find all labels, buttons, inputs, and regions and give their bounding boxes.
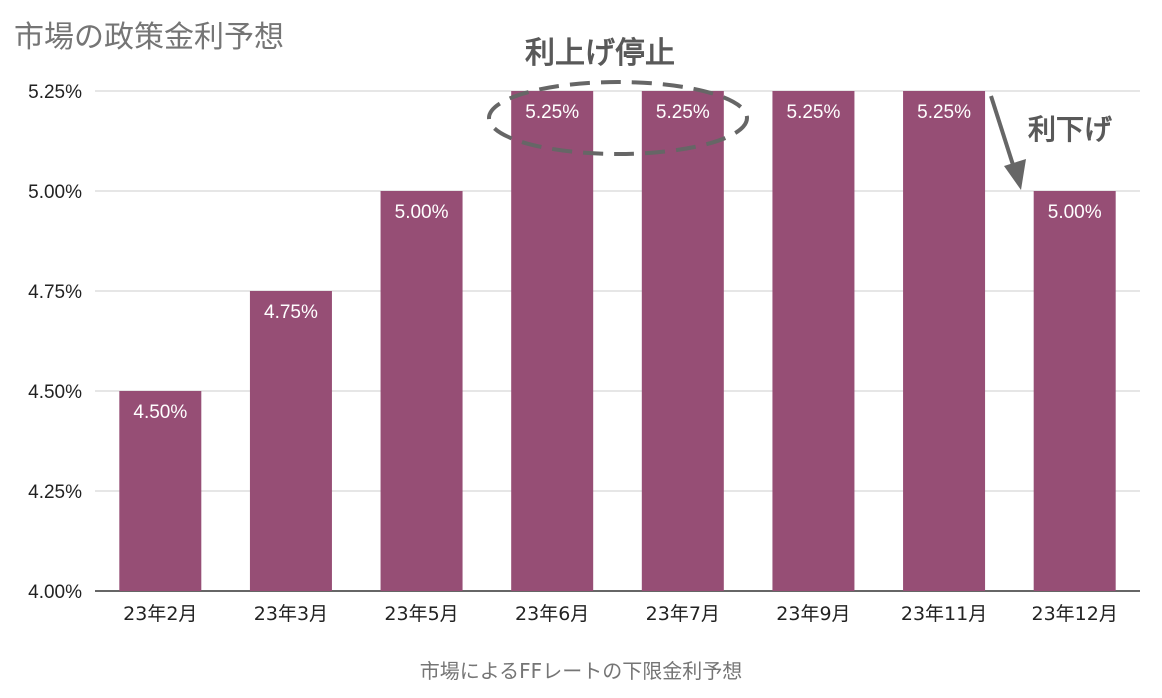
bar bbox=[380, 191, 463, 591]
x-tick-label: 23年12月 bbox=[1032, 603, 1118, 625]
bar-value-label: 5.25% bbox=[656, 102, 710, 123]
pause-highlight-ellipse bbox=[487, 80, 749, 156]
cut-arrow-shaft bbox=[989, 95, 1016, 169]
x-axis-ticks: 23年2月 23年3月 23年5月 23年6月 23年7月 23年9月 23年11月 23年1… bbox=[123, 603, 1118, 625]
x-tick-label: 23年9月 bbox=[776, 603, 850, 625]
bar bbox=[1033, 191, 1116, 591]
bar-value-label: 5.00% bbox=[1048, 202, 1102, 223]
y-tick-label: 5.25% bbox=[28, 82, 82, 103]
bar bbox=[249, 291, 332, 591]
bar-value-label: 4.50% bbox=[133, 402, 187, 423]
x-tick-label: 23年5月 bbox=[384, 603, 458, 625]
bar-value-label: 5.25% bbox=[787, 102, 841, 123]
chart-title: 市場の政策金利予想 bbox=[14, 20, 284, 55]
x-tick-label: 23年3月 bbox=[254, 603, 328, 625]
cut-arrow-head bbox=[1004, 159, 1026, 190]
annotation-rate-cut: 利下げ bbox=[1028, 113, 1113, 146]
x-tick-label: 23年11月 bbox=[901, 603, 987, 625]
y-tick-label: 4.75% bbox=[28, 282, 82, 303]
bar bbox=[903, 91, 986, 591]
y-tick-label: 4.50% bbox=[28, 382, 82, 403]
y-axis-ticks: 4.00% 4.25% 4.50% 4.75% 5.00% 5.25% bbox=[28, 82, 82, 603]
bar bbox=[511, 91, 594, 591]
x-tick-label: 23年7月 bbox=[646, 603, 720, 625]
x-axis-title: 市場によるFFレートの下限金利予想 bbox=[419, 659, 743, 683]
bar bbox=[772, 91, 855, 591]
x-tick-label: 23年6月 bbox=[515, 603, 589, 625]
y-tick-label: 4.25% bbox=[28, 482, 82, 503]
bars: 4.50% 4.75% 5.00% 5.25% 5.25% 5.25% 5.25% 5.00% bbox=[119, 91, 1116, 591]
bar-value-label: 4.75% bbox=[264, 302, 318, 323]
bar-value-label: 5.00% bbox=[395, 202, 449, 223]
annotations bbox=[487, 80, 1026, 190]
x-tick-label: 23年2月 bbox=[123, 603, 197, 625]
bar-value-label: 5.25% bbox=[917, 102, 971, 123]
bar bbox=[641, 91, 724, 591]
annotation-rate-hike-pause: 利上げ停止 bbox=[525, 36, 675, 71]
bar-value-label: 5.25% bbox=[525, 102, 579, 123]
y-tick-label: 4.00% bbox=[28, 582, 82, 603]
bar bbox=[119, 391, 202, 591]
y-tick-label: 5.00% bbox=[28, 182, 82, 203]
